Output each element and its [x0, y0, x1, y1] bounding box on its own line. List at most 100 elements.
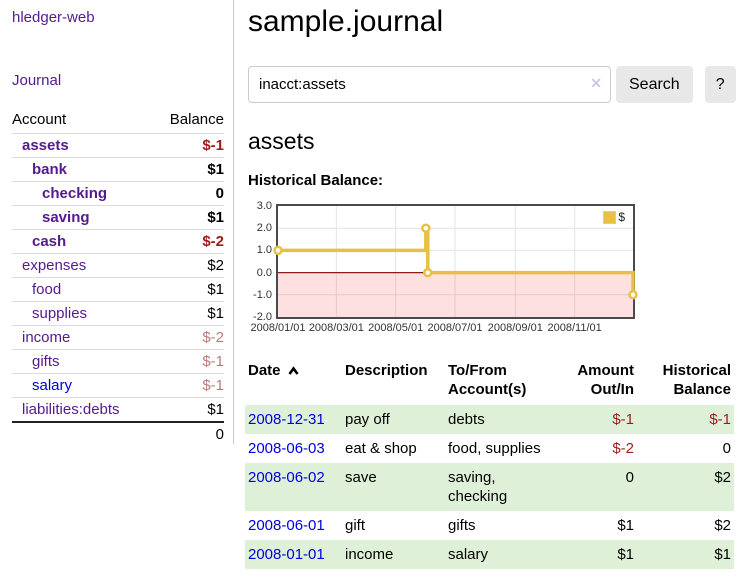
data-point-marker	[421, 223, 431, 233]
transaction-date-link[interactable]: 2008-01-01	[248, 546, 325, 563]
transaction-row: 2008-12-31 pay off debts $-1 $-1	[245, 405, 734, 434]
register-col-accounts: To/From Account(s)	[448, 362, 527, 398]
transaction-accounts: saving, checking	[448, 469, 508, 505]
transaction-accounts: salary	[448, 546, 489, 563]
x-axis-label: 2008/05/01	[368, 322, 424, 334]
transaction-date-cell: 2008-06-01	[245, 511, 345, 540]
account-link[interactable]: assets	[22, 136, 69, 154]
account-title: assets	[248, 128, 315, 154]
search-box: ✕	[248, 66, 611, 103]
y-axis-label: 3.0	[256, 200, 272, 212]
transaction-balance: $2	[714, 469, 731, 486]
x-axis-label: 2008/11/01	[547, 322, 602, 334]
accounts-total-spacer	[12, 421, 153, 447]
account-row: supplies $1	[12, 301, 224, 326]
transaction-row: 2008-06-03 eat & shop food, supplies $-2 0	[245, 434, 734, 463]
account-balance: $1	[152, 277, 224, 302]
transaction-date-link[interactable]: 2008-06-02	[248, 469, 325, 486]
transaction-description: pay off	[345, 411, 390, 428]
transaction-date-cell: 2008-01-01	[245, 540, 345, 569]
transaction-row: 2008-06-01 gift gifts $1 $2	[245, 511, 734, 540]
y-axis-label: 1.0	[256, 244, 272, 257]
account-balance: $1	[152, 397, 224, 422]
account-link[interactable]: liabilities:debts	[22, 400, 120, 418]
transaction-description: save	[345, 469, 377, 486]
x-axis-label: 2008/01/01	[250, 322, 306, 334]
transaction-date-link[interactable]: 2008-12-31	[248, 411, 325, 428]
transaction-date-cell: 2008-06-03	[245, 434, 345, 463]
account-row: bank $1	[12, 157, 224, 182]
clear-search-icon[interactable]: ✕	[590, 75, 602, 91]
account-link[interactable]: cash	[32, 232, 67, 250]
accounts-col-account: Account	[12, 111, 67, 128]
data-point-marker	[273, 245, 283, 256]
app-title-link[interactable]: hledger-web	[12, 9, 95, 26]
account-balance: $1	[152, 157, 224, 182]
chart-plot-area	[273, 204, 638, 319]
transaction-description: gift	[345, 517, 366, 534]
main-content: sample.journal ✕ Search ? assets Histori…	[234, 0, 742, 569]
transaction-amount: 0	[625, 469, 634, 486]
accounts-header-row: Account Balance	[12, 111, 224, 134]
nav-journal-link[interactable]: Journal	[12, 72, 62, 89]
account-row: saving $1	[12, 205, 224, 230]
register-col-date[interactable]: Date	[245, 359, 345, 405]
account-row: checking 0	[12, 181, 224, 206]
account-link[interactable]: gifts	[32, 352, 60, 370]
x-axis-label: 2008/03/01	[308, 322, 364, 334]
account-link[interactable]: income	[22, 328, 71, 346]
transaction-accounts: food, supplies	[448, 440, 541, 457]
y-axis-label: -2.0	[253, 311, 272, 323]
account-balance: $-2	[152, 325, 224, 350]
transaction-date-cell: 2008-12-31	[245, 405, 345, 434]
x-axis-label: 2008/07/01	[427, 322, 483, 334]
account-link[interactable]: bank	[32, 160, 68, 178]
register-table: Date Description To/From Account(s) Amou…	[245, 359, 734, 569]
sidebar: hledger-web Journal Account Balance asse…	[0, 0, 234, 447]
accounts-total-row: 0	[12, 421, 224, 447]
transaction-date-link[interactable]: 2008-06-03	[248, 440, 325, 457]
account-link[interactable]: expenses	[22, 256, 87, 274]
account-row: assets $-1	[12, 133, 224, 158]
search-button[interactable]: Search	[616, 66, 693, 103]
historical-balance-chart: $ 3.0 2.0 1.0 0.0 -1.0 -2.0 2008/01/01 2008/03/…	[248, 192, 638, 338]
account-link[interactable]: checking	[42, 184, 108, 202]
transaction-row: 2008-06-02 save saving, checking 0 $2	[245, 463, 734, 511]
legend-label: $	[618, 210, 625, 224]
search-input[interactable]	[248, 66, 611, 103]
register-col-amount: Amount Out/In	[577, 362, 634, 398]
transaction-date-link[interactable]: 2008-06-01	[248, 517, 325, 534]
account-balance: $-1	[152, 133, 224, 158]
account-row: salary $-1	[12, 373, 224, 398]
account-row: gifts $-1	[12, 349, 224, 374]
account-row: cash $-2	[12, 229, 224, 254]
transaction-amount: $1	[617, 546, 634, 563]
y-axis-label: -1.0	[253, 288, 272, 301]
register-col-description: Description	[345, 362, 428, 379]
accounts-table: Account Balance assets $-1 bank $1 checking 0…	[12, 111, 224, 447]
account-link[interactable]: saving	[42, 208, 90, 226]
transaction-description: income	[345, 546, 394, 563]
data-point-marker	[423, 267, 433, 278]
transaction-row: 2008-01-01 income salary $1 $1	[245, 540, 734, 569]
help-button[interactable]: ?	[704, 66, 736, 103]
account-link[interactable]: supplies	[32, 304, 88, 322]
account-balance: $2	[152, 253, 224, 278]
transaction-amount: $-1	[612, 411, 634, 428]
register-header-row: Date Description To/From Account(s) Amou…	[245, 359, 734, 405]
account-link[interactable]: salary	[32, 376, 73, 394]
transaction-accounts: debts	[448, 411, 485, 428]
negative-region	[278, 272, 633, 317]
account-link[interactable]: food	[32, 280, 62, 298]
account-balance: $1	[152, 205, 224, 230]
page-title: sample.journal	[248, 5, 444, 38]
account-row: income $-2	[12, 325, 224, 350]
account-balance: $-1	[152, 349, 224, 374]
data-point-marker	[628, 290, 638, 300]
transaction-balance: $1	[714, 546, 731, 563]
transaction-accounts: gifts	[448, 517, 476, 534]
transaction-amount: $-2	[612, 440, 634, 457]
y-axis-label: 2.0	[256, 222, 272, 235]
account-row: expenses $2	[12, 253, 224, 278]
chart-label: Historical Balance:	[248, 172, 384, 189]
